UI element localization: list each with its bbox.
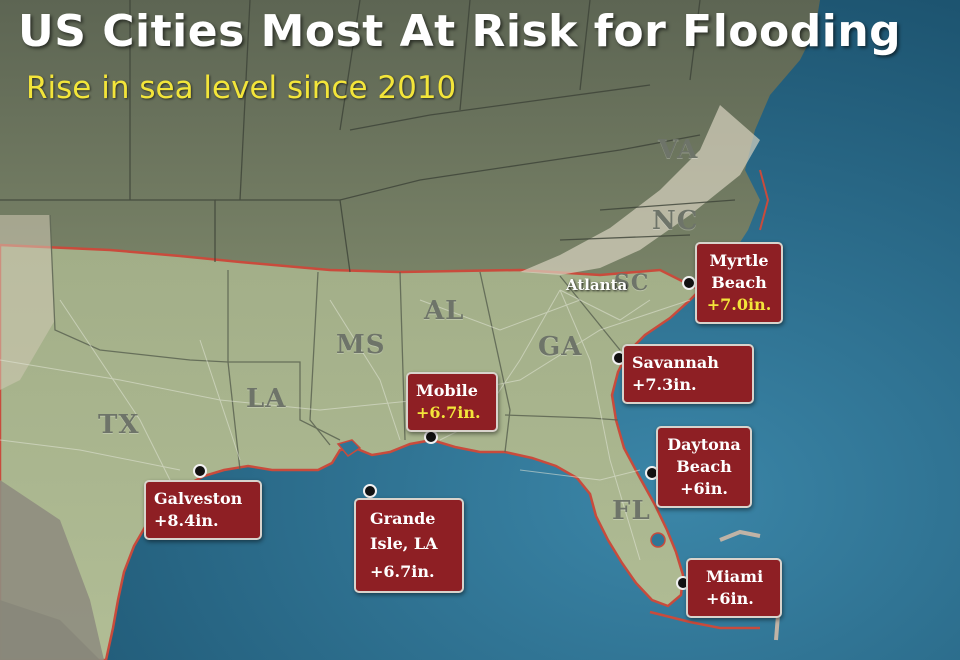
state-label-fl: FL bbox=[612, 496, 651, 526]
sea-level-rise: +8.4in. bbox=[154, 511, 219, 530]
sea-level-rise: +6.7in. bbox=[416, 403, 481, 422]
city-name: Beach bbox=[711, 273, 767, 292]
state-borders-south bbox=[49, 214, 621, 471]
road-network bbox=[0, 289, 691, 561]
bahamas bbox=[719, 529, 761, 542]
city-name: Isle, LA bbox=[370, 534, 438, 553]
city-callout-mobile: Mobile +6.7in. bbox=[406, 372, 498, 432]
mexico-region bbox=[0, 480, 104, 660]
city-name: Beach bbox=[676, 457, 732, 476]
map-title: US Cities Most At Risk for Flooding bbox=[18, 6, 902, 57]
city-callout-grande-isle: Grande Isle, LA +6.7in. bbox=[354, 498, 464, 593]
state-label-ga: GA bbox=[538, 332, 583, 362]
sea-level-rise: +6in. bbox=[706, 589, 754, 608]
texas-light bbox=[0, 215, 55, 390]
city-name: Miami bbox=[706, 567, 764, 586]
city-callout-miami: Miami +6in. bbox=[686, 558, 782, 618]
city-name: Myrtle bbox=[709, 251, 769, 270]
city-name: Savannah bbox=[632, 353, 719, 372]
mountain-ridge bbox=[520, 105, 760, 275]
land-north bbox=[0, 0, 820, 290]
state-label-sc: SC bbox=[614, 270, 650, 296]
state-label-tx: TX bbox=[98, 410, 140, 440]
sea-level-rise: +7.0in. bbox=[706, 295, 772, 314]
state-label-ms: MS bbox=[336, 330, 386, 360]
outer-banks bbox=[759, 169, 770, 231]
lake-pontchartrain bbox=[336, 439, 362, 457]
city-callout-daytona-beach: Daytona Beach +6in. bbox=[656, 426, 752, 508]
state-label-la: LA bbox=[246, 384, 287, 414]
sea-level-rise: +6.7in. bbox=[370, 562, 435, 581]
lake-okeechobee bbox=[650, 532, 666, 548]
city-marker-galveston bbox=[193, 464, 207, 478]
city-callout-myrtle-beach: Myrtle Beach +7.0in. bbox=[695, 242, 783, 324]
state-label-al: AL bbox=[424, 296, 465, 326]
city-name: Grande bbox=[370, 509, 436, 528]
state-label-nc: NC bbox=[652, 206, 699, 236]
florida-keys bbox=[649, 610, 760, 630]
city-name: Mobile bbox=[416, 381, 478, 400]
state-borders bbox=[0, 0, 736, 273]
city-callout-galveston: Galveston +8.4in. bbox=[144, 480, 262, 540]
city-marker-myrtle-beach bbox=[682, 276, 696, 290]
city-marker-mobile bbox=[424, 430, 438, 444]
sea-level-rise: +6in. bbox=[680, 479, 728, 498]
city-marker-grande-isle bbox=[363, 484, 377, 498]
city-name: Daytona bbox=[667, 435, 741, 454]
city-label-atlanta: Atlanta bbox=[566, 276, 628, 294]
city-callout-savannah: Savannah +7.3in. bbox=[622, 344, 754, 404]
map-subtitle: Rise in sea level since 2010 bbox=[26, 70, 457, 106]
sea-level-rise: +7.3in. bbox=[632, 375, 697, 394]
state-label-va: VA bbox=[658, 135, 699, 165]
city-name: Galveston bbox=[154, 489, 243, 508]
